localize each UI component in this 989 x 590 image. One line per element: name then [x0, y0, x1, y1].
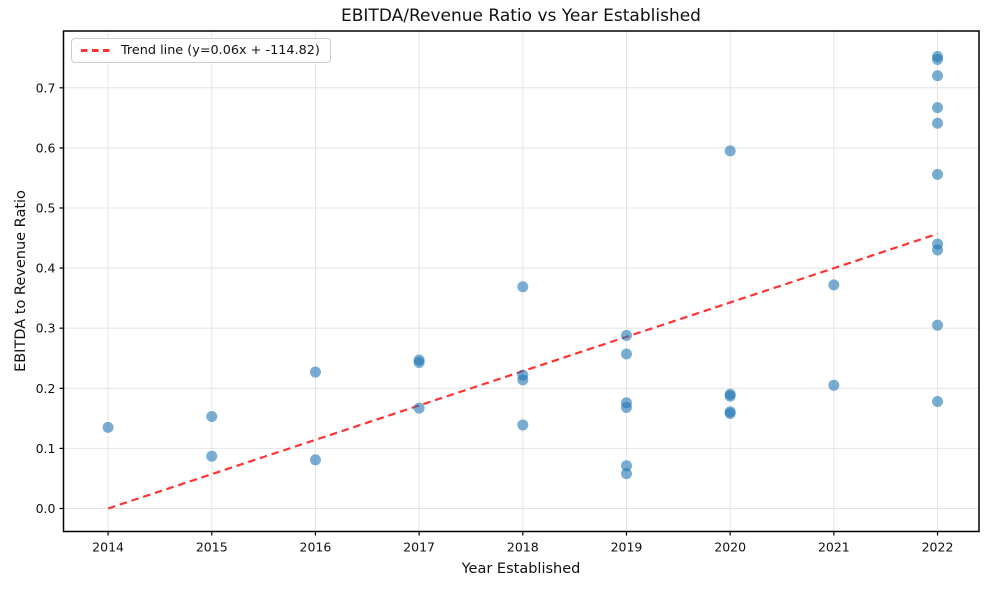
x-axis-label: Year Established	[461, 561, 581, 577]
scatter-point	[517, 374, 529, 386]
axes-spine	[62, 30, 980, 533]
scatter-point	[517, 281, 529, 293]
y-tick-label: 0.5	[36, 200, 56, 215]
x-tick-label: 2019	[611, 540, 643, 555]
scatter-point	[724, 145, 736, 157]
y-tick-label: 0.1	[36, 441, 56, 456]
scatter-point	[517, 419, 529, 431]
scatter-point	[309, 454, 321, 466]
x-tick-label: 2015	[196, 540, 228, 555]
scatter-point	[932, 102, 944, 114]
x-tick-label: 2014	[92, 540, 124, 555]
scatter-point	[413, 356, 425, 368]
scatter-point	[620, 348, 632, 360]
scatter-point	[413, 402, 425, 414]
x-tick-label: 2022	[922, 540, 954, 555]
scatter-point	[932, 319, 944, 331]
scatter-point	[724, 408, 736, 420]
trend-line-legend-swatch	[81, 49, 112, 52]
scatter-point	[620, 402, 632, 414]
scatter-point	[206, 411, 218, 423]
scatter-point	[828, 279, 840, 291]
chart-title: EBITDA/Revenue Ratio vs Year Established	[341, 6, 701, 26]
x-tick-label: 2017	[403, 540, 435, 555]
scatter-point	[932, 396, 944, 408]
scatter-point	[828, 379, 840, 391]
legend-label: Trend line (y=0.06x + -114.82)	[121, 43, 320, 58]
y-tick-label: 0.7	[36, 80, 56, 95]
scatter-point	[724, 390, 736, 402]
legend: Trend line (y=0.06x + -114.82)	[71, 38, 331, 63]
scatter-point	[932, 54, 944, 66]
scatter-point	[932, 70, 944, 82]
scatter-point	[932, 244, 944, 256]
y-tick-label: 0.4	[36, 261, 56, 276]
y-tick-label: 0.2	[36, 381, 56, 396]
y-tick-label: 0.0	[36, 501, 56, 516]
scatter-point	[932, 117, 944, 129]
y-tick-label: 0.6	[36, 140, 56, 155]
scatter-point	[932, 168, 944, 180]
scatter-point	[620, 468, 632, 480]
scatter-point	[102, 421, 114, 433]
x-tick-label: 2021	[818, 540, 850, 555]
scatter-point	[206, 450, 218, 462]
x-tick-label: 2018	[507, 540, 539, 555]
y-axis-label: EBITDA to Revenue Ratio	[13, 190, 29, 372]
scatter-point	[620, 460, 632, 472]
x-tick-label: 2020	[714, 540, 746, 555]
scatter-point	[620, 329, 632, 341]
scatter-point	[309, 366, 321, 378]
x-tick-label: 2016	[300, 540, 332, 555]
y-tick-label: 0.3	[36, 321, 56, 336]
